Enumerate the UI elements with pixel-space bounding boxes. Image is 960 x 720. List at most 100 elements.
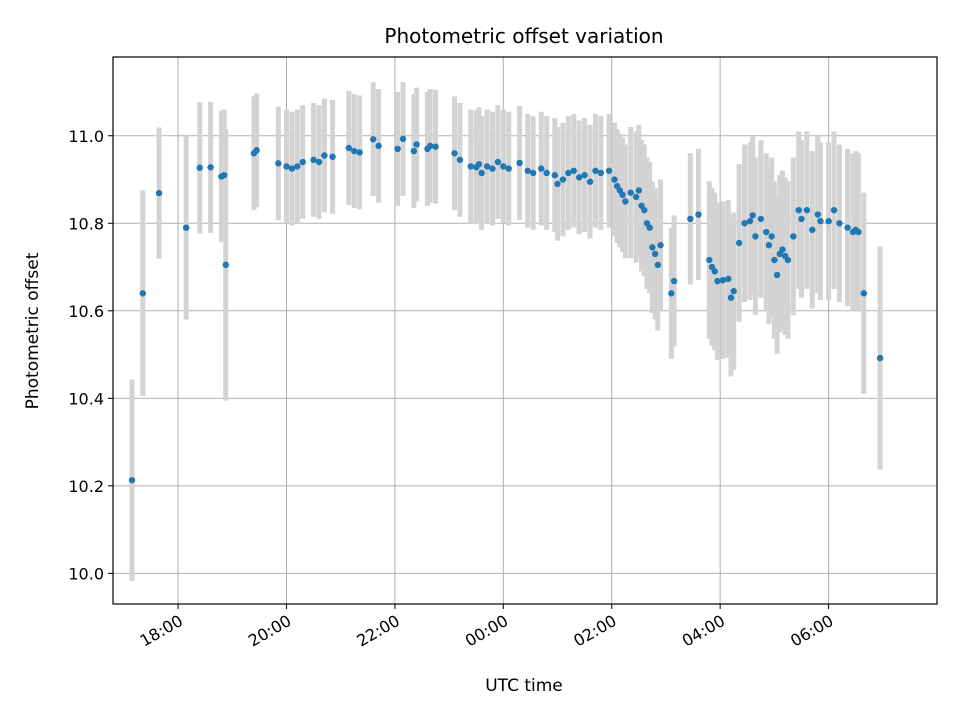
- data-point: [876, 354, 884, 362]
- data-point: [641, 206, 648, 214]
- data-point: [413, 141, 420, 148]
- data-point: [128, 476, 136, 484]
- x-axis-label: UTC time: [485, 676, 563, 696]
- data-point: [581, 171, 588, 179]
- y-tick-label: 11.0: [68, 127, 104, 146]
- data-point: [632, 193, 640, 201]
- data-point: [830, 206, 838, 214]
- y-tick-label: 10.2: [68, 477, 104, 496]
- data-point: [299, 158, 306, 166]
- data-point: [752, 233, 759, 240]
- data-point: [668, 290, 675, 297]
- data-point: [763, 228, 770, 236]
- data-point: [798, 215, 805, 223]
- data-point: [730, 287, 737, 295]
- data-point: [505, 165, 512, 172]
- data-point: [654, 261, 662, 269]
- data-point: [649, 244, 656, 251]
- data-point: [554, 180, 561, 188]
- data-point: [714, 277, 721, 285]
- data-point: [275, 160, 282, 167]
- data-point: [494, 158, 502, 166]
- data-point: [768, 233, 775, 240]
- data-point: [467, 163, 474, 170]
- data-point: [695, 211, 702, 218]
- data-point: [321, 152, 328, 159]
- data-point: [196, 164, 203, 171]
- data-point: [399, 135, 407, 143]
- data-point: [529, 169, 537, 177]
- data-point: [817, 217, 824, 225]
- data-point: [757, 215, 765, 223]
- data-point: [586, 178, 594, 185]
- data-point: [803, 206, 811, 214]
- data-point: [646, 224, 653, 231]
- data-point: [559, 176, 567, 183]
- data-point: [329, 153, 336, 160]
- data-point: [432, 143, 439, 150]
- data-point: [538, 165, 545, 172]
- data-point: [394, 145, 401, 153]
- data-point: [771, 256, 778, 264]
- data-point: [836, 220, 843, 227]
- data-point: [809, 226, 816, 234]
- data-point: [315, 158, 323, 166]
- data-point: [795, 206, 802, 214]
- data-point: [288, 165, 296, 172]
- data-point: [524, 167, 531, 174]
- data-point: [222, 261, 229, 269]
- data-point: [592, 167, 599, 174]
- data-point: [814, 211, 821, 218]
- data-point: [489, 165, 496, 172]
- data-point: [139, 290, 147, 297]
- y-axis: 10.0 10.2 10.4 10.6 10.8 11.0: [68, 127, 113, 583]
- data-point: [516, 159, 523, 167]
- y-tick-label: 10.0: [68, 564, 104, 583]
- data-point: [687, 215, 694, 223]
- data-point: [565, 169, 572, 177]
- data-point: [310, 156, 317, 164]
- data-point: [670, 277, 678, 285]
- data-point: [605, 167, 613, 174]
- data-point: [706, 256, 713, 264]
- data-point: [500, 163, 507, 170]
- data-point: [611, 176, 618, 183]
- data-point: [426, 142, 434, 150]
- data-point: [825, 217, 832, 225]
- data-point: [155, 189, 163, 197]
- data-point: [483, 163, 491, 170]
- data-point: [749, 212, 756, 219]
- y-axis-label: Photometric offset: [23, 252, 43, 409]
- data-point: [860, 290, 868, 297]
- data-point: [773, 271, 781, 279]
- data-point: [410, 147, 418, 155]
- marker-layer: [128, 135, 884, 484]
- y-tick-label: 10.8: [68, 214, 104, 233]
- data-point: [765, 241, 773, 249]
- data-point: [651, 250, 659, 258]
- data-point: [622, 198, 629, 205]
- data-point: [657, 241, 664, 249]
- data-point: [370, 136, 377, 143]
- data-point: [551, 171, 559, 179]
- data-point: [543, 169, 550, 177]
- data-point: [207, 164, 214, 171]
- data-point: [627, 189, 634, 196]
- data-point: [784, 256, 792, 264]
- data-point: [576, 174, 583, 181]
- data-point: [451, 150, 458, 157]
- data-point: [735, 239, 743, 247]
- data-point: [619, 191, 626, 199]
- data-point: [779, 246, 786, 253]
- data-point: [375, 142, 382, 150]
- plot-frame: [112, 56, 938, 605]
- data-point: [456, 156, 464, 164]
- data-point: [253, 147, 260, 154]
- data-point: [220, 171, 228, 179]
- data-point: [597, 169, 605, 177]
- data-point: [635, 187, 643, 194]
- data-point: [475, 161, 483, 168]
- data-point: [356, 149, 363, 156]
- data-point: [746, 217, 754, 225]
